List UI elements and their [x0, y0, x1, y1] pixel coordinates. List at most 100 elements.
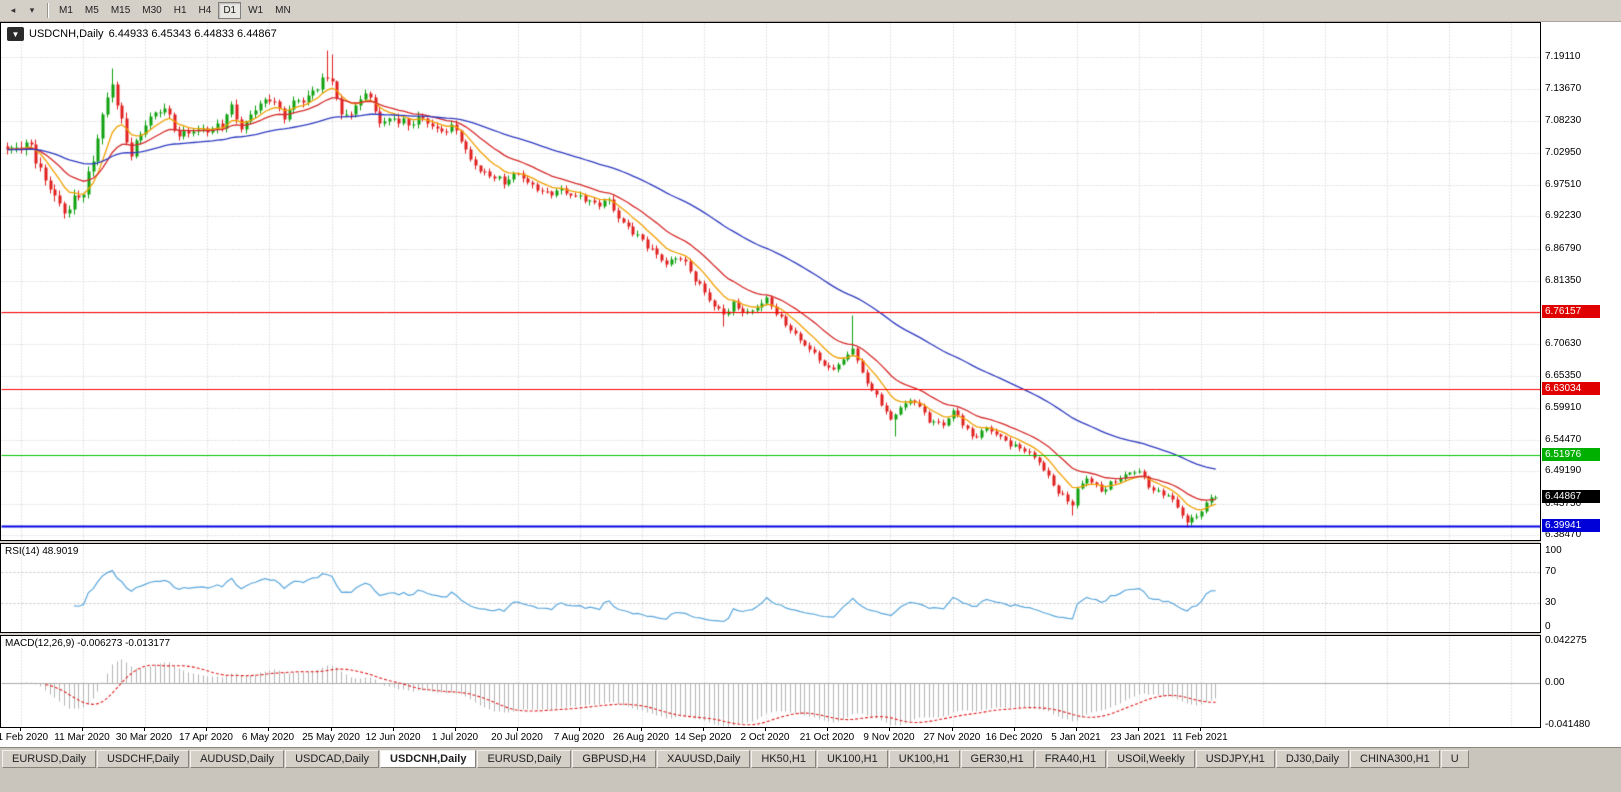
main-chart-canvas[interactable]: [1, 23, 1540, 540]
rsi-indicator-pane[interactable]: RSI(14) 48.9019: [0, 543, 1541, 633]
pane-splitter[interactable]: [0, 633, 1541, 635]
rsi-value: 48.9019: [42, 546, 79, 557]
time-axis-tick: [827, 728, 828, 731]
tab-ger30-h1[interactable]: GER30,H1: [960, 750, 1034, 768]
rsi-label: RSI(14) 48.9019: [5, 546, 79, 557]
time-axis-label: 5 Jan 2021: [1051, 732, 1101, 743]
chart-tab-bar: EURUSD,Daily USDCHF,Daily AUDUSD,Daily USDC…: [0, 747, 1621, 792]
time-axis-label: 7 Aug 2020: [553, 732, 605, 743]
rsi-canvas[interactable]: [1, 544, 1540, 632]
price-axis-label: 6.38470: [1545, 529, 1582, 540]
time-axis-label: 23 Jan 2021: [1110, 732, 1166, 743]
time-axis-label: 9 Nov 2020: [863, 732, 915, 743]
time-axis-tick: [82, 728, 83, 731]
price-axis-label: 7.02950: [1545, 146, 1582, 158]
chart-title: ▼ USDCNH,Daily 6.44933 6.45343 6.44833 6…: [7, 27, 277, 41]
time-axis-label: 1 Jul 2020: [431, 732, 479, 743]
tab-hk50-h1[interactable]: HK50,H1: [751, 750, 816, 768]
tab-eurusd-daily[interactable]: EURUSD,Daily: [477, 750, 572, 768]
timeframe-button-w1[interactable]: W1: [248, 5, 264, 16]
top-toolbar: ◂ ▾ M1 M5 M15 M30 H1 H4 D1 W1 MN: [0, 0, 1621, 22]
macd-axis-label: 0.00: [1545, 677, 1565, 689]
price-axis-label: 7.19110: [1545, 51, 1581, 62]
time-axis[interactable]: 21 Feb 2020 11 Mar 2020 30 Mar 2020 17 Apr …: [0, 728, 1621, 747]
time-axis-label: 14 Sep 2020: [674, 732, 732, 743]
tab-usdjpy-h1[interactable]: USDJPY,H1: [1195, 750, 1275, 768]
tab-fra40-h1[interactable]: FRA40,H1: [1034, 750, 1107, 768]
time-axis-tick: [641, 728, 642, 731]
macd-canvas[interactable]: [1, 636, 1540, 727]
time-axis-tick: [331, 728, 332, 731]
time-axis-tick: [455, 728, 456, 731]
timeframe-button-mn[interactable]: MN: [275, 5, 291, 16]
price-axis-label: 7.08230: [1545, 115, 1582, 127]
time-axis-label: 16 Dec 2020: [985, 732, 1043, 743]
time-axis-label: 12 Jun 2020: [365, 732, 421, 743]
tab-gbpusd-h4[interactable]: GBPUSD,H4: [572, 750, 656, 768]
main-chart-pane[interactable]: ▼ USDCNH,Daily 6.44933 6.45343 6.44833 6…: [0, 22, 1541, 541]
macd-label: MACD(12,26,9) -0.006273 -0.013177: [5, 638, 171, 649]
price-axis-label: 6.70630: [1545, 338, 1582, 350]
tab-china300-h1[interactable]: CHINA300,H1: [1350, 750, 1440, 768]
timeframe-button-h1[interactable]: H1: [173, 5, 187, 16]
timeframe-button-m30[interactable]: M30: [142, 5, 162, 16]
time-axis-tick: [517, 728, 518, 731]
level-price-label: 6.76157: [1542, 304, 1600, 318]
toolbar-separator: [47, 3, 49, 18]
tab-u[interactable]: U: [1440, 750, 1469, 768]
tab-usdchf-daily[interactable]: USDCHF,Daily: [96, 750, 190, 768]
pane-splitter[interactable]: [0, 541, 1541, 543]
tab-usdcad-daily[interactable]: USDCAD,Daily: [285, 750, 380, 768]
time-axis-label: 25 May 2020: [302, 732, 360, 743]
level-price-label: 6.63034: [1542, 382, 1600, 396]
time-axis-tick: [206, 728, 207, 731]
time-axis-label: 6 May 2020: [241, 732, 295, 743]
timeframe-button-m5[interactable]: M5: [84, 5, 99, 16]
time-axis-tick: [268, 728, 269, 731]
time-axis-tick: [765, 728, 766, 731]
price-axis[interactable]: 7.19110 7.13670 7.08230 7.02950 6.97510 6.922…: [1541, 22, 1621, 747]
timeframe-button-d1[interactable]: D1: [218, 2, 242, 19]
time-axis-label: 27 Nov 2020: [923, 732, 981, 743]
tab-usoil-weekly[interactable]: USOil,Weekly: [1107, 750, 1195, 768]
dropdown-caret-icon[interactable]: ▾: [29, 5, 35, 15]
macd-axis-label: -0.041480: [1545, 718, 1591, 730]
chart-scroll-icon[interactable]: ◂: [10, 5, 16, 15]
timeframe-button-h4[interactable]: H4: [198, 5, 212, 16]
price-axis-label: 6.65350: [1545, 369, 1582, 381]
chart-symbol-label: USDCNH,Daily: [29, 28, 104, 40]
price-axis-label: 6.86790: [1545, 242, 1582, 254]
tab-uk100-h1[interactable]: UK100,H1: [888, 750, 960, 768]
rsi-axis-label: 30: [1545, 597, 1557, 609]
tab-dj30-daily[interactable]: DJ30,Daily: [1275, 750, 1350, 768]
tab-usdcnh-daily[interactable]: USDCNH,Daily: [380, 750, 477, 768]
time-axis-tick: [1076, 728, 1077, 731]
price-axis-label: 6.54470: [1545, 434, 1582, 446]
tab-eurusd-daily[interactable]: EURUSD,Daily: [2, 750, 96, 768]
timeframe-button-m1[interactable]: M1: [59, 5, 73, 16]
timeframe-button-m15[interactable]: M15: [110, 5, 131, 16]
rsi-axis-label: 100: [1545, 545, 1562, 556]
time-axis-tick: [393, 728, 394, 731]
chart-ohlc-values: 6.44933 6.45343 6.44833 6.44867: [108, 28, 277, 40]
macd-indicator-pane[interactable]: MACD(12,26,9) -0.006273 -0.013177: [0, 635, 1541, 728]
tab-uk100-h1[interactable]: UK100,H1: [816, 750, 888, 768]
time-axis-tick: [703, 728, 704, 731]
macd-main-value: -0.006273: [77, 638, 123, 649]
time-axis-tick: [1138, 728, 1139, 731]
level-price-label: 6.51976: [1542, 447, 1600, 461]
price-axis-label: 6.97510: [1545, 179, 1582, 191]
tab-audusd-daily[interactable]: AUDUSD,Daily: [190, 750, 285, 768]
time-axis-tick: [889, 728, 890, 731]
rsi-axis-label: 0: [1545, 621, 1551, 632]
time-axis-label: 2 Oct 2020: [740, 732, 790, 743]
tab-xauusd-daily[interactable]: XAUUSD,Daily: [656, 750, 751, 768]
time-axis-tick: [1200, 728, 1201, 731]
price-axis-label: 6.92230: [1545, 210, 1582, 222]
collapse-chart-button[interactable]: ▼: [7, 27, 24, 41]
price-axis-label: 6.59910: [1545, 401, 1582, 413]
time-axis-tick: [144, 728, 145, 731]
current-price-label: 6.44867: [1542, 490, 1600, 504]
time-axis-label: 21 Oct 2020: [799, 732, 855, 743]
time-axis-tick: [1014, 728, 1015, 731]
